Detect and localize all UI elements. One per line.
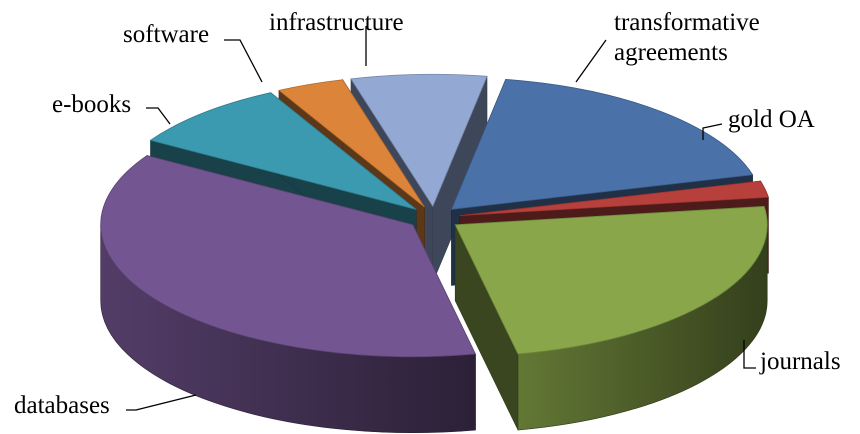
leader-line-1 — [702, 123, 723, 140]
slice-label-0-0: transformative — [614, 9, 760, 36]
slice-label-0-1: agreements — [614, 39, 728, 66]
slice-gold-OA — [459, 180, 769, 217]
slice-journals — [454, 205, 768, 355]
slice-label-2-0: journals — [759, 348, 841, 375]
slice-e-books — [149, 92, 417, 210]
leader-line-3 — [126, 394, 197, 411]
slice-label-5-0: software — [123, 21, 209, 48]
slice-label-1-0: gold OA — [728, 106, 815, 133]
slice-infrastructure — [350, 73, 488, 208]
slice-sides — [100, 73, 769, 433]
leader-line-0 — [575, 39, 607, 83]
slice-label-6-0: infrastructure — [269, 9, 404, 36]
slice-label-3-0: databases — [14, 392, 110, 419]
slice-transformative-agreements — [450, 78, 754, 210]
leader-line-2 — [743, 340, 756, 369]
slice-labels: transformative agreements gold OA journals d… — [14, 9, 841, 419]
slice-databases — [100, 155, 477, 358]
slice-software — [278, 79, 425, 208]
slice-label-4-0: e-books — [52, 91, 131, 118]
leader-line-4 — [146, 107, 171, 125]
leader-line-5 — [224, 39, 263, 83]
